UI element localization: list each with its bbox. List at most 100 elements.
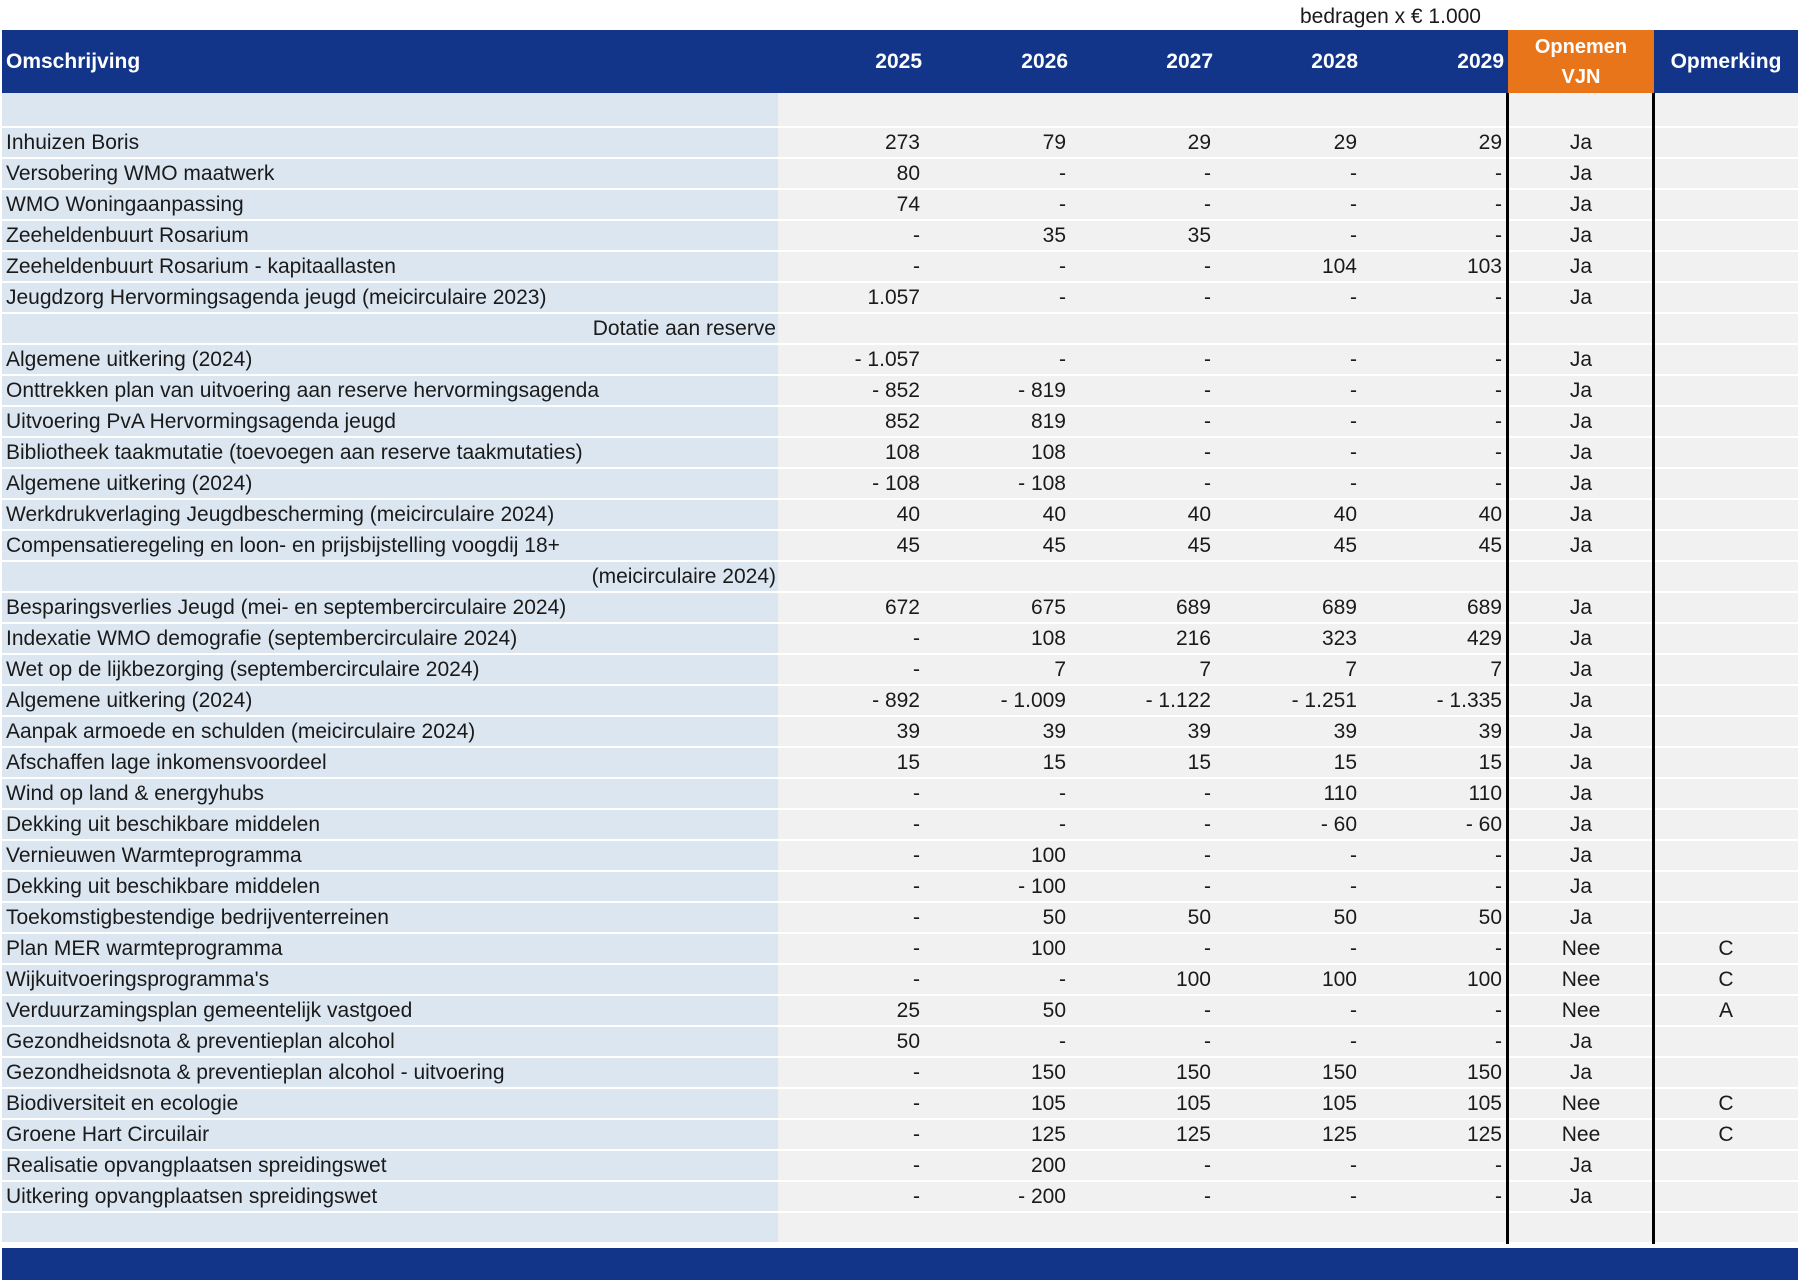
value-2027: 150 (1175, 1061, 1211, 1084)
row-opnemen-vjn: Ja (1569, 596, 1593, 619)
value-2028: - (1350, 1030, 1357, 1053)
table-row: Inhuizen Boris 273 79 29 29 29 Ja (2, 128, 1798, 159)
row-opnemen-vjn: Ja (1569, 1154, 1593, 1177)
value-2028: - (1350, 224, 1357, 247)
row-description: Compensatieregeling en loon- en prijsbij… (2, 531, 778, 560)
table-row: Uitvoering PvA Hervormingsagenda jeugd 85… (2, 407, 1798, 438)
row-opmerking (1654, 903, 1798, 932)
row-opmerking (1654, 1213, 1798, 1242)
value-2027: 29 (1187, 131, 1211, 154)
value-2025: - (913, 627, 920, 650)
row-opmerking (1654, 562, 1798, 591)
value-2025: - 108 (872, 472, 920, 495)
row-opmerking (1654, 314, 1798, 343)
value-2027: - (1204, 782, 1211, 805)
row-opnemen-vjn: Ja (1569, 286, 1593, 309)
value-2029: 100 (1466, 968, 1502, 991)
row-description: Inhuizen Boris (2, 128, 778, 157)
table-row: Algemene uitkering (2024) - 892 - 1.009 - 1… (2, 686, 1798, 717)
value-2026: - (1059, 782, 1066, 805)
value-2029: - (1495, 441, 1502, 464)
table-row: WMO Woningaanpassing 74 - - - - Ja (2, 190, 1798, 221)
table-row: Groene Hart Circuilair - 125 125 125 125 Nee C (2, 1120, 1798, 1151)
value-2028: - (1350, 286, 1357, 309)
header-year-2028: 2028 (1311, 49, 1358, 73)
value-2029: - (1495, 472, 1502, 495)
value-2025: 15 (896, 751, 920, 774)
value-2029: - 1.335 (1436, 689, 1502, 712)
value-2025: - 1.057 (854, 348, 920, 371)
table-row: Realisatie opvangplaatsen spreidingswet -… (2, 1151, 1798, 1182)
row-opmerking: C (1718, 968, 1734, 991)
value-2029: - (1495, 162, 1502, 185)
row-opnemen-vjn (1508, 93, 1654, 126)
value-2027: 105 (1175, 1092, 1211, 1115)
row-description: Vernieuwen Warmteprogramma (2, 841, 778, 870)
value-2026: 50 (1042, 999, 1066, 1022)
row-opnemen-vjn: Ja (1569, 255, 1593, 278)
row-description: Uitvoering PvA Hervormingsagenda jeugd (2, 407, 778, 436)
value-2026: 150 (1030, 1061, 1066, 1084)
value-2029: 103 (1466, 255, 1502, 278)
value-2025 (780, 1213, 920, 1242)
value-2025: - (913, 1123, 920, 1146)
value-2029 (1362, 314, 1502, 343)
row-opmerking: C (1718, 1123, 1734, 1146)
value-2029: - 60 (1465, 813, 1502, 836)
value-2026: 100 (1030, 844, 1066, 867)
value-2028: 110 (1323, 782, 1357, 805)
row-opnemen-vjn: Nee (1561, 968, 1601, 991)
table-row: Aanpak armoede en schulden (meicirculair… (2, 717, 1798, 748)
value-2029 (1362, 93, 1502, 126)
row-opnemen-vjn (1508, 562, 1654, 591)
row-description: Wind op land & energyhubs (2, 779, 778, 808)
value-2026: 105 (1030, 1092, 1066, 1115)
value-2026: - 100 (1018, 875, 1066, 898)
value-2028: 15 (1333, 751, 1357, 774)
value-2028: 45 (1333, 534, 1357, 557)
value-2025: 45 (896, 534, 920, 557)
value-2026: - (1059, 348, 1066, 371)
table-row: Dekking uit beschikbare middelen - - - - 60 -… (2, 810, 1798, 841)
row-opmerking: C (1718, 1092, 1734, 1115)
value-2029: - (1495, 937, 1502, 960)
value-2028 (1217, 1213, 1357, 1242)
value-2027: - (1204, 193, 1211, 216)
row-opnemen-vjn: Ja (1569, 689, 1593, 712)
row-opmerking: C (1718, 937, 1734, 960)
row-description: Besparingsverlies Jeugd (mei- en septemb… (2, 593, 778, 622)
value-2027: 689 (1175, 596, 1211, 619)
value-2025: - (913, 1185, 920, 1208)
value-2029 (1362, 562, 1502, 591)
value-2027: - (1204, 441, 1211, 464)
value-2029: 105 (1466, 1092, 1502, 1115)
header-year-2027: 2027 (1166, 49, 1213, 73)
table-row: Zeeheldenbuurt Rosarium - 35 35 - - Ja (2, 221, 1798, 252)
value-2028: - (1350, 162, 1357, 185)
value-2025: - (913, 1154, 920, 1177)
value-2028: - (1350, 937, 1357, 960)
value-2026: - 1.009 (1000, 689, 1066, 712)
value-2028: 150 (1321, 1061, 1357, 1084)
value-2028: 125 (1321, 1123, 1357, 1146)
header-vjn-line2: VJN (1561, 65, 1601, 88)
row-opmerking (1654, 376, 1798, 405)
value-2028: - (1350, 875, 1357, 898)
value-2028: 100 (1321, 968, 1357, 991)
table-row: Verduurzamingsplan gemeentelijk vastgoed… (2, 996, 1798, 1027)
value-2026: 45 (1042, 534, 1066, 557)
row-description: Dekking uit beschikbare middelen (2, 872, 778, 901)
value-2029 (1362, 1213, 1502, 1242)
value-2029: - (1495, 1185, 1502, 1208)
row-opnemen-vjn: Ja (1569, 1185, 1593, 1208)
value-2026: 108 (1030, 441, 1066, 464)
value-2027: 35 (1187, 224, 1211, 247)
row-opmerking (1654, 1027, 1798, 1056)
value-2026: - (1059, 162, 1066, 185)
row-opnemen-vjn: Ja (1569, 131, 1593, 154)
row-opnemen-vjn: Nee (1561, 999, 1601, 1022)
value-2026: 50 (1042, 906, 1066, 929)
value-2025: 852 (884, 410, 920, 433)
row-opmerking (1654, 438, 1798, 467)
table-row: Onttrekken plan van uitvoering aan reser… (2, 376, 1798, 407)
